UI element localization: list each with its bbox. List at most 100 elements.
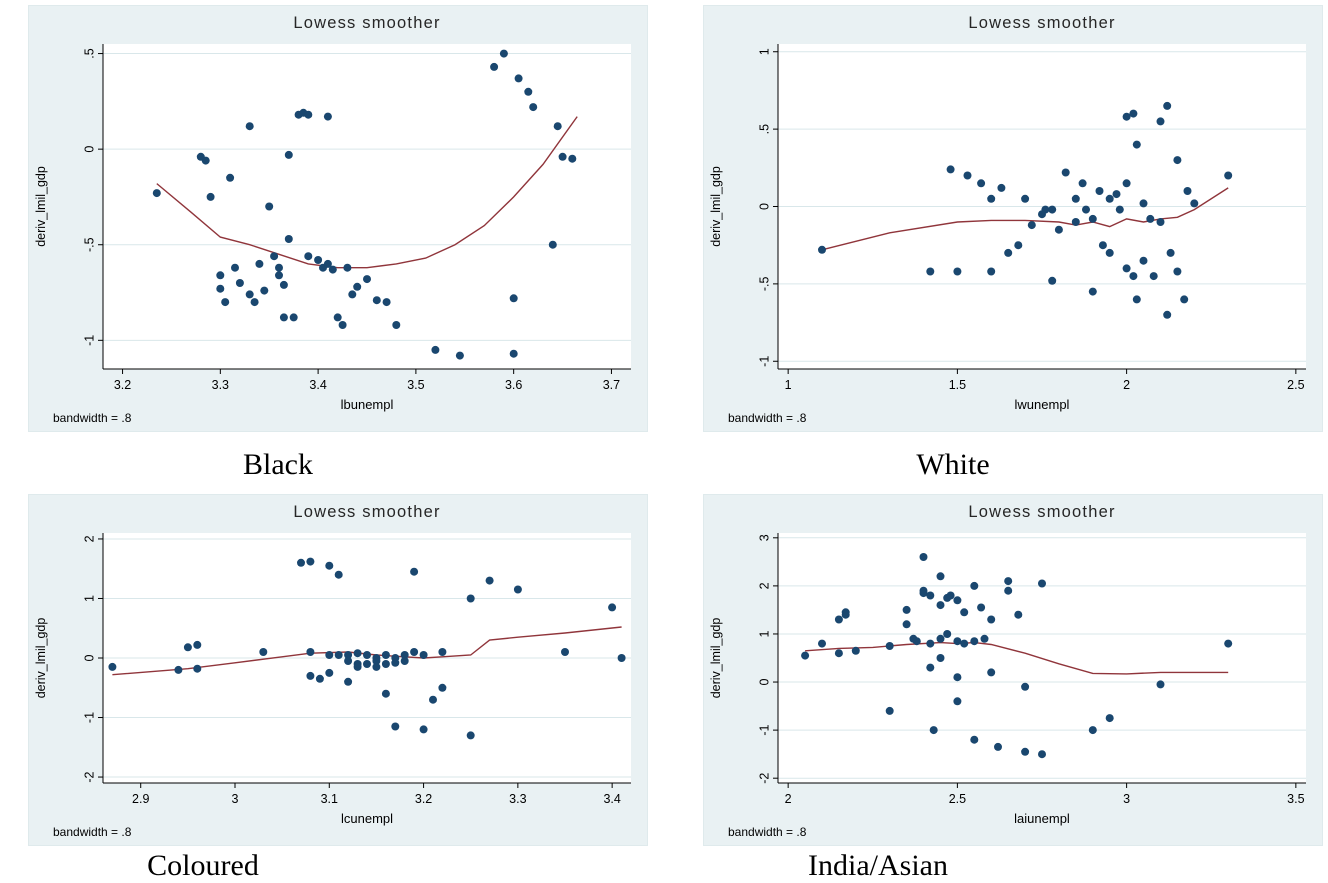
scatter-point	[608, 603, 617, 612]
scatter-point	[1105, 248, 1114, 257]
x-tick-label: 3.4	[309, 378, 326, 392]
scatter-point	[284, 235, 293, 243]
scatter-point	[818, 245, 826, 254]
y-tick-label: -.5	[757, 277, 771, 292]
scatter-point	[315, 674, 324, 683]
scatter-point	[344, 651, 353, 659]
x-tick-label: 3	[232, 792, 239, 806]
y-tick-label: .5	[757, 124, 771, 134]
scatter-point	[1122, 264, 1131, 273]
scatter-point	[987, 615, 996, 624]
scatter-point	[1163, 101, 1172, 110]
scatter-point	[553, 122, 562, 131]
chart-panel-white: 1.5 0 -.5 -1 1 1.5 2 2.5 Lowess smoother lwunempl…	[703, 5, 1323, 432]
scatter-point	[970, 735, 979, 744]
scatter-point	[334, 651, 343, 659]
scatter-point	[953, 697, 962, 706]
x-tick-label: 2.5	[1287, 378, 1304, 392]
scatter-point	[513, 585, 522, 594]
scatter-point	[201, 156, 210, 165]
scatter-point	[1082, 205, 1090, 214]
scatter-point	[231, 263, 239, 272]
scatter-point	[1004, 586, 1013, 595]
lowess-chart-india-asian: 3 2 1 0 -1 -2 2 2.5 3 3.5 Lowess smoother laiunempl…	[709, 503, 1306, 839]
scatter-point	[372, 662, 381, 671]
scatter-point	[1156, 680, 1165, 689]
scatter-point	[325, 561, 334, 570]
scatter-point	[306, 671, 315, 680]
scatter-point	[438, 648, 447, 656]
scatter-point	[841, 610, 850, 619]
scatter-point	[499, 49, 508, 58]
scatter-point	[1041, 205, 1050, 214]
scatter-point	[410, 648, 419, 656]
scatter-point	[1021, 747, 1030, 756]
scatter-point	[1132, 295, 1141, 304]
scatter-point	[372, 296, 381, 305]
x-axis-label: lwunempl	[1015, 397, 1070, 412]
scatter-point	[289, 313, 298, 322]
scatter-point	[363, 651, 371, 659]
scatter-point	[429, 695, 437, 704]
y-tick-label: 3	[757, 534, 771, 541]
scatter-point	[980, 634, 989, 643]
scatter-point	[953, 267, 962, 276]
scatter-point	[960, 639, 969, 648]
chart-title: Lowess smoother	[968, 503, 1115, 521]
y-tick-label: 1	[757, 630, 771, 637]
scatter-point	[344, 677, 353, 686]
scatter-point	[509, 349, 518, 358]
y-axis-label: deriv_lmil_gdp	[709, 166, 723, 247]
scatter-point	[524, 87, 533, 96]
scatter-point	[926, 267, 935, 276]
y-tick-label: -1	[82, 335, 96, 346]
scatter-point	[304, 252, 313, 261]
scatter-point	[363, 275, 371, 284]
scatter-point	[381, 660, 390, 668]
scatter-point	[885, 642, 894, 650]
scatter-point	[279, 313, 288, 322]
scatter-point	[1156, 117, 1165, 126]
scatter-point	[1132, 140, 1141, 149]
scatter-point	[1088, 214, 1097, 223]
scatter-point	[963, 171, 972, 180]
scatter-point	[353, 649, 362, 658]
scatter-point	[1038, 579, 1046, 588]
scatter-point	[936, 601, 945, 610]
scatter-point	[946, 591, 955, 600]
scatter-point	[1095, 187, 1104, 195]
scatter-point	[818, 639, 826, 648]
y-tick-label: 0	[82, 146, 96, 153]
y-tick-label: -1	[757, 725, 771, 736]
chart-caption-coloured: Coloured	[147, 849, 259, 882]
scatter-point	[174, 665, 183, 674]
scatter-point	[1105, 714, 1114, 723]
scatter-point	[953, 596, 962, 605]
scatter-point	[1004, 577, 1013, 586]
y-tick-label: 2	[82, 535, 96, 542]
scatter-point	[255, 259, 264, 268]
scatter-point	[1112, 190, 1121, 199]
lowess-chart-black: .5 0 -.5 -1 3.2 3.3 3.4 3.5 3.6 3.7 Lowess smoothe…	[34, 14, 631, 425]
scatter-point	[902, 605, 911, 614]
scatter-point	[306, 648, 315, 656]
scatter-point	[193, 664, 202, 673]
scatter-point	[1014, 610, 1023, 619]
scatter-point	[997, 183, 1006, 192]
scatter-point	[325, 651, 334, 659]
scatter-point	[834, 649, 843, 658]
chart-caption-black: Black	[243, 448, 313, 481]
y-tick-label: 2	[757, 582, 771, 589]
scatter-point	[960, 608, 969, 617]
scatter-point	[1173, 156, 1182, 165]
bandwidth-note: bandwidth = .8	[728, 411, 807, 425]
scatter-point	[912, 637, 921, 646]
y-axis-label: deriv_lmil_gdp	[34, 166, 48, 247]
scatter-point	[1180, 295, 1189, 304]
scatter-point	[400, 657, 409, 665]
y-tick-label: -1	[757, 356, 771, 367]
y-tick-label: 1	[757, 48, 771, 55]
lowess-line	[156, 116, 578, 269]
scatter-point	[1088, 287, 1097, 296]
